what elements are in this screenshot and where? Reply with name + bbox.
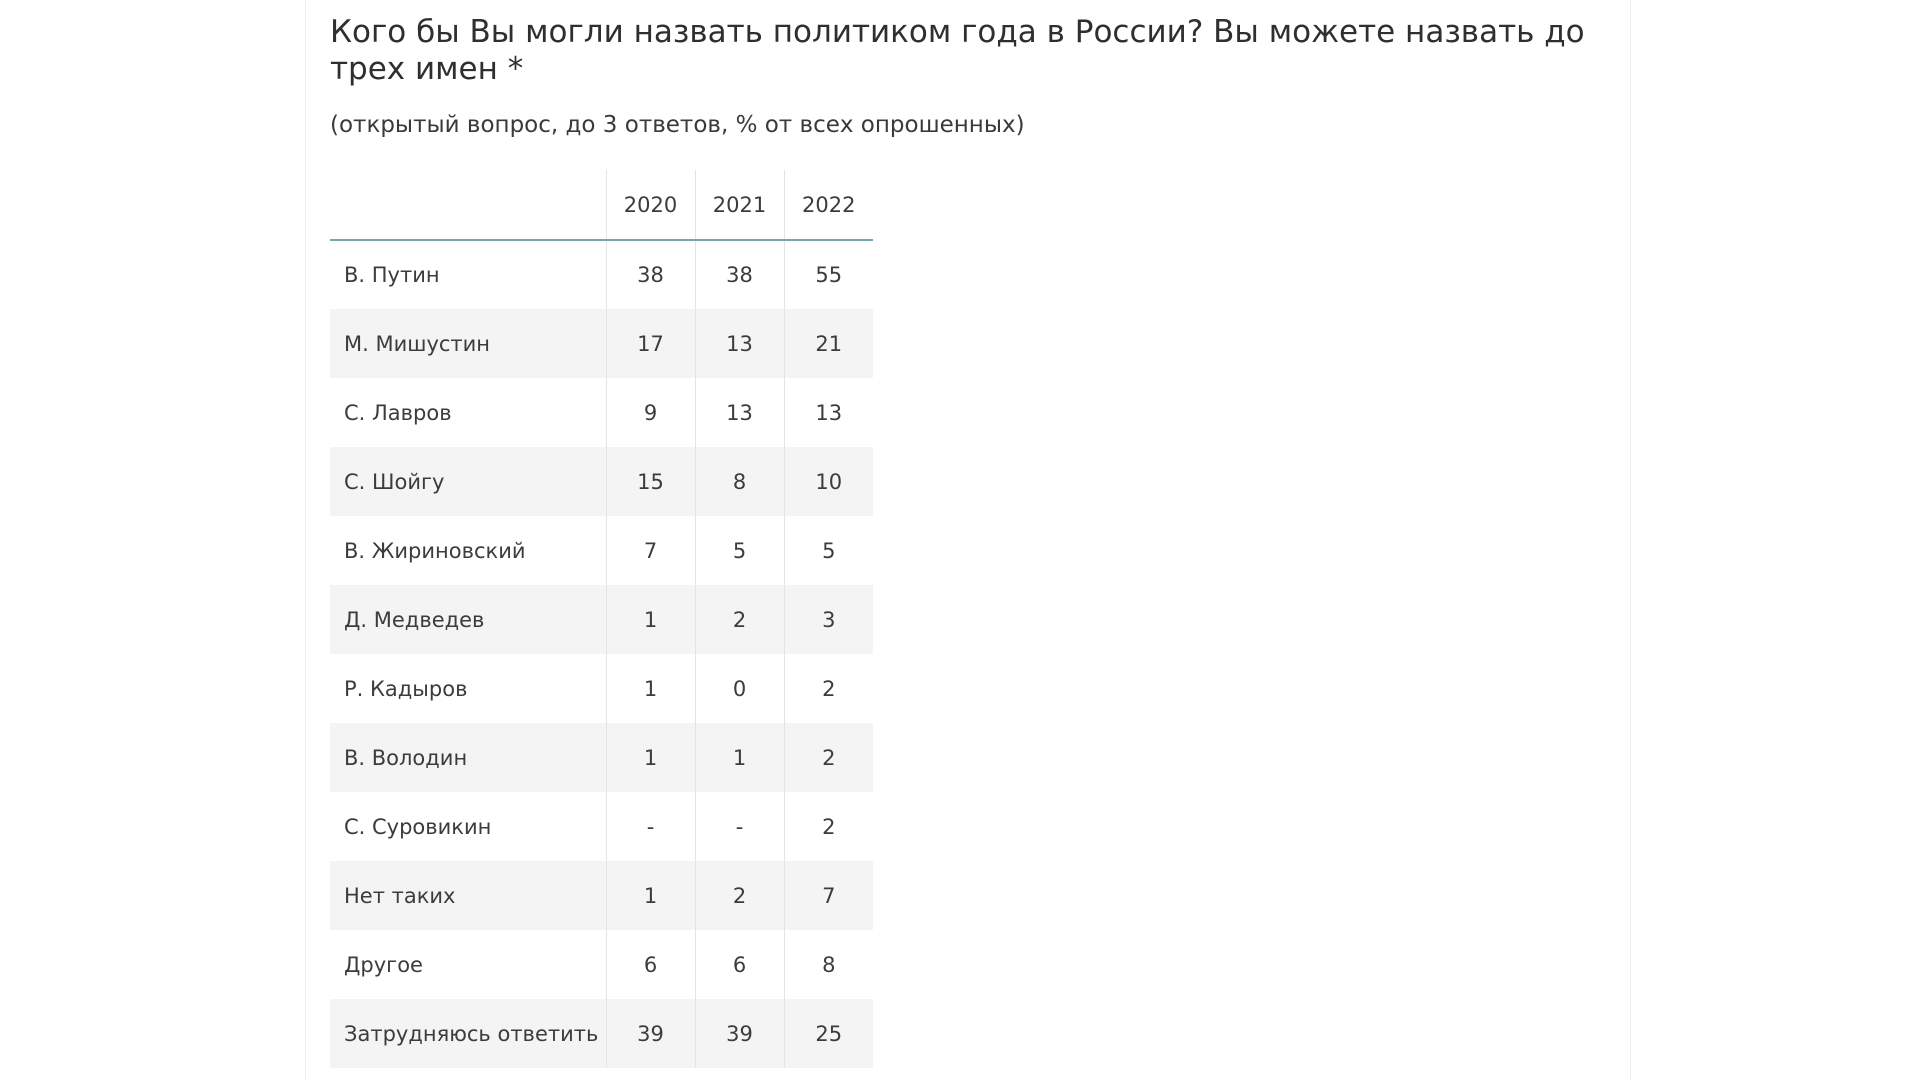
- row-label-cell: Другое: [344, 952, 423, 977]
- value-cell-2020: 15: [605, 447, 695, 516]
- row-label-cell: В. Путин: [344, 263, 440, 287]
- value-cell-2022: 21: [783, 309, 873, 378]
- page-title: Кого бы Вы могли назвать политиком года …: [330, 14, 1585, 87]
- table-row: В. Путин 38 38 55: [330, 240, 873, 309]
- value-cell-2022: 2: [783, 792, 873, 861]
- value-cell-2021: 0: [694, 654, 784, 723]
- value-cell-2020: -: [605, 792, 695, 861]
- row-label-cell: М. Мишустин: [330, 309, 606, 378]
- value-cell-2020: 1: [605, 654, 695, 723]
- value-cell-2020: 1: [605, 585, 695, 654]
- value-cell-2022: 2: [783, 723, 873, 792]
- value-cell-2021: 13: [694, 309, 784, 378]
- value-cell-2022: 2: [783, 654, 873, 723]
- table-row: Нет таких 1 2 7: [330, 861, 873, 930]
- row-label-cell: Затрудняюсь ответить: [330, 999, 606, 1068]
- table-row: М. Мишустин 17 13 21: [330, 309, 873, 378]
- value-cell-2021: 2: [694, 585, 784, 654]
- value-cell-2022: 10: [783, 447, 873, 516]
- value-cell-2021: 8: [694, 447, 784, 516]
- row-label-cell: С. Лавров: [344, 400, 452, 425]
- table-row: Другое 6 6 8: [330, 930, 873, 999]
- table-row: В. Жириновский 7 5 5: [330, 516, 873, 585]
- row-label-cell: В. Володин: [330, 723, 606, 792]
- row-label-cell: С. Суровикин: [344, 814, 492, 839]
- value-cell-2022: 13: [783, 378, 873, 447]
- table-row: С. Суровикин - -2: [330, 792, 873, 861]
- value-cell-2020: 38: [605, 240, 695, 309]
- value-cell-2021: 39: [694, 999, 784, 1068]
- value-cell-2022: 7: [783, 861, 873, 930]
- page-subtitle: (открытый вопрос, до 3 ответов, % от все…: [330, 112, 1025, 138]
- value-cell-2020: 1: [605, 861, 695, 930]
- table-body: В. Путин 38 38 55 М. Мишустин 17 13 21 С. Лавров…: [330, 240, 873, 1068]
- row-label-cell: Д. Медведев: [330, 585, 606, 654]
- value-cell-2021: 13: [694, 378, 784, 447]
- header-year-2022: 2022: [783, 170, 873, 241]
- content-panel: [305, 0, 1631, 1080]
- table-header-row: 2020 2021 2022: [330, 170, 873, 241]
- value-cell-2021: 2: [694, 861, 784, 930]
- value-cell-2022: 3: [783, 585, 873, 654]
- table-row: С. Шойгу 15 8 10: [330, 447, 873, 516]
- value-cell-2020: 9: [605, 378, 695, 447]
- value-cell-2020: 7: [605, 516, 695, 585]
- value-cell-2021: 5: [694, 516, 784, 585]
- header-empty-cell: [330, 170, 606, 241]
- value-cell-2020: 17: [605, 309, 695, 378]
- results-table: 2020 2021 2022 В. Путин 38 38 55 М. Мишустин…: [330, 170, 873, 1068]
- value-cell-2021: -: [694, 792, 784, 861]
- table-row: В. Володин 1 1 2: [330, 723, 873, 792]
- row-label-cell: Нет таких: [330, 861, 606, 930]
- row-label-cell: Р. Кадыров: [344, 676, 468, 701]
- value-cell-2022: 55: [783, 240, 873, 309]
- value-cell-2022: 8: [783, 930, 873, 999]
- value-cell-2020: 6: [605, 930, 695, 999]
- value-cell-2021: 6: [694, 930, 784, 999]
- value-cell-2022: 5: [783, 516, 873, 585]
- table-row: Затрудняюсь ответить 39 39 25: [330, 999, 873, 1068]
- table-row: Д. Медведев 1 2 3: [330, 585, 873, 654]
- table-row: Р. Кадыров 1 0 2: [330, 654, 873, 723]
- row-label-cell: В. Жириновский: [344, 538, 526, 563]
- value-cell-2021: 38: [694, 240, 784, 309]
- header-year-2020: 2020: [605, 170, 695, 241]
- value-cell-2020: 39: [605, 999, 695, 1068]
- table-row: С. Лавров 9 13 13: [330, 378, 873, 447]
- header-year-2021: 2021: [694, 170, 784, 241]
- value-cell-2020: 1: [605, 723, 695, 792]
- value-cell-2022: 25: [783, 999, 873, 1068]
- row-label-cell: С. Шойгу: [330, 447, 606, 516]
- value-cell-2021: 1: [694, 723, 784, 792]
